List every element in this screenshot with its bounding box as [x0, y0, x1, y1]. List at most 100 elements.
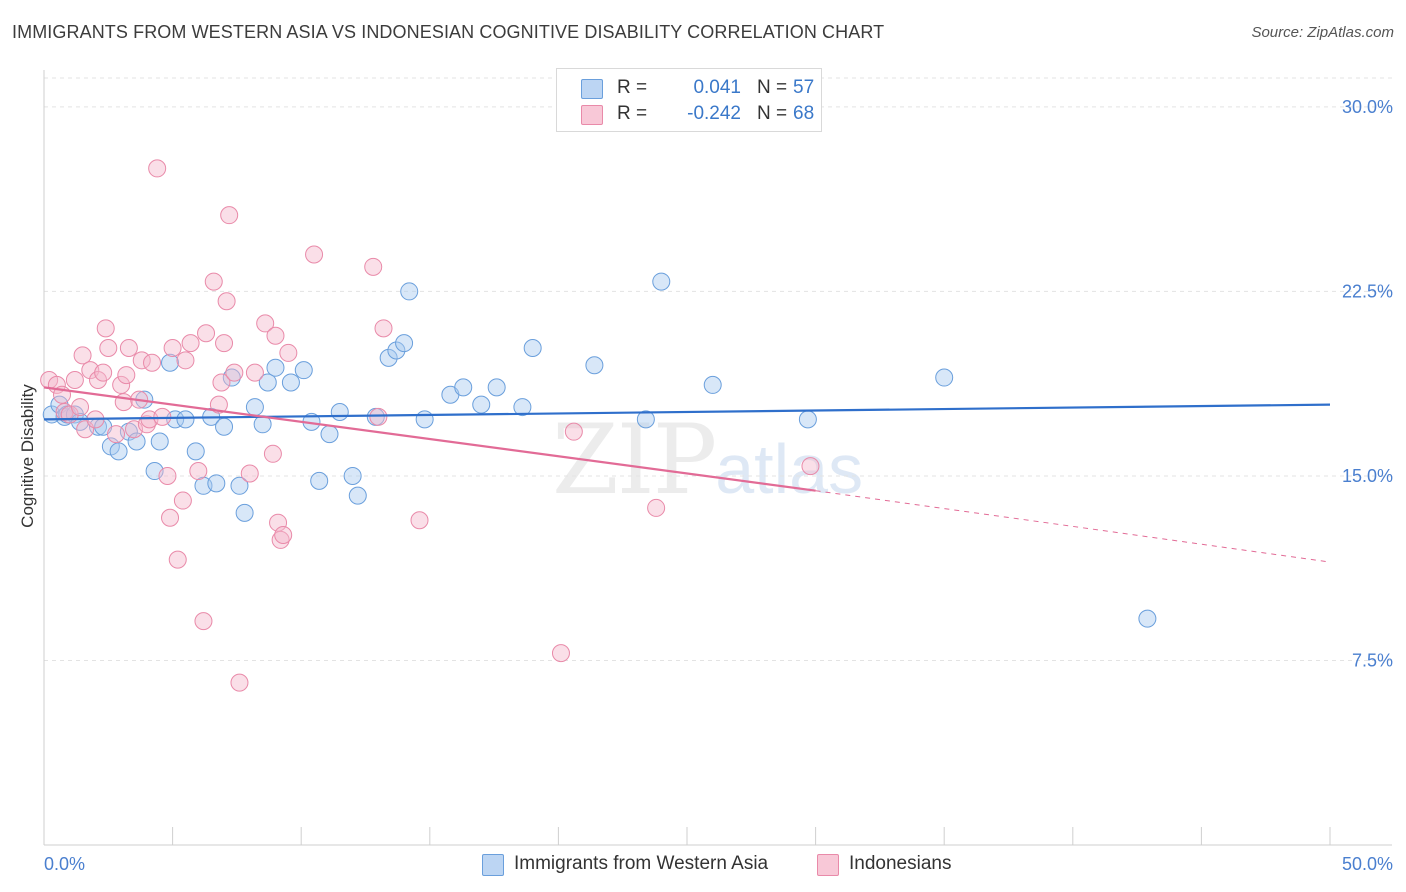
y-tick-label: 30.0% — [1342, 97, 1393, 117]
point-western-asia — [245, 398, 264, 417]
legend-r-value: -0.242 — [687, 103, 741, 124]
y-tick-label: 7.5% — [1352, 650, 1393, 670]
point-indonesians — [132, 351, 151, 370]
trend-line-western-asia — [43, 403, 1331, 421]
point-western-asia — [222, 368, 241, 387]
point-western-asia — [395, 334, 414, 353]
point-western-asia — [150, 432, 169, 451]
point-indonesians — [220, 206, 239, 225]
point-western-asia — [310, 471, 329, 490]
point-indonesians — [266, 326, 285, 345]
point-western-asia — [348, 486, 367, 505]
y-tick-label: 22.5% — [1342, 281, 1393, 301]
point-indonesians — [176, 351, 195, 370]
legend-n-label: N = — [757, 77, 788, 98]
y-tick-label: 15.0% — [1342, 466, 1393, 486]
point-western-asia — [387, 341, 406, 360]
trend-line-indonesians — [43, 386, 816, 492]
point-western-asia — [454, 378, 473, 397]
point-indonesians — [305, 245, 324, 264]
point-western-asia — [343, 466, 362, 485]
x-tick-label: 50.0% — [1342, 854, 1393, 874]
point-western-asia — [523, 339, 542, 358]
point-indonesians — [73, 346, 92, 365]
point-western-asia — [487, 378, 506, 397]
point-western-asia — [652, 272, 671, 291]
point-indonesians — [112, 375, 131, 394]
point-western-asia — [230, 476, 249, 495]
point-indonesians — [204, 272, 223, 291]
point-indonesians — [168, 550, 187, 569]
point-indonesians — [212, 373, 231, 392]
point-indonesians — [137, 415, 156, 434]
point-indonesians — [240, 464, 259, 483]
point-indonesians — [65, 371, 84, 389]
point-indonesians — [117, 366, 136, 385]
point-western-asia — [258, 373, 277, 392]
point-western-asia — [109, 442, 128, 461]
point-western-asia — [400, 282, 419, 301]
point-western-asia — [320, 425, 339, 444]
point-indonesians — [181, 334, 200, 353]
legend-item-label: Immigrants from Western Asia — [514, 853, 769, 874]
point-western-asia — [161, 353, 180, 372]
point-indonesians — [279, 343, 298, 362]
point-western-asia — [935, 368, 954, 387]
legend-n-label: N = — [757, 103, 788, 124]
legend-swatch-blue — [482, 854, 504, 876]
point-indonesians — [119, 339, 138, 358]
point-indonesians — [245, 363, 264, 382]
legend-swatch-pink — [817, 854, 839, 876]
point-indonesians — [148, 159, 167, 178]
point-indonesians — [564, 422, 583, 441]
legend-n-value: 57 — [793, 77, 815, 98]
point-indonesians — [801, 457, 820, 476]
stats-legend: R = 0.041 N = 57 R = -0.242 N = 68 — [556, 68, 822, 132]
point-indonesians — [163, 339, 182, 358]
source-label: Source: ZipAtlas.com — [1251, 24, 1394, 41]
point-indonesians — [158, 466, 177, 485]
point-western-asia — [266, 358, 285, 377]
point-western-asia — [513, 398, 532, 417]
point-western-asia — [207, 474, 226, 493]
trend-line-indonesians-extrapolated — [815, 490, 1331, 563]
legend-r-value: 0.041 — [693, 77, 741, 98]
point-western-asia — [235, 503, 254, 522]
legend-r-label: R = — [617, 103, 648, 124]
point-indonesians — [217, 292, 236, 311]
point-indonesians — [230, 673, 249, 692]
point-indonesians — [551, 644, 570, 663]
point-western-asia — [415, 410, 434, 429]
point-western-asia — [798, 410, 817, 429]
point-western-asia — [472, 395, 491, 414]
point-indonesians — [107, 425, 126, 444]
point-indonesians — [256, 314, 275, 333]
point-indonesians — [173, 491, 192, 510]
series-legend: Immigrants from Western Asia Indonesians — [0, 852, 1406, 878]
point-indonesians — [215, 334, 234, 353]
point-western-asia — [379, 348, 398, 367]
point-indonesians — [225, 363, 244, 382]
point-indonesians — [209, 395, 228, 414]
point-western-asia — [636, 410, 655, 429]
point-indonesians — [647, 498, 666, 517]
legend-swatch-blue — [581, 79, 603, 99]
point-indonesians — [194, 612, 213, 631]
legend-swatch-pink — [581, 105, 603, 125]
legend-item-label: Indonesians — [849, 853, 952, 874]
legend-r-label: R = — [617, 77, 648, 98]
point-western-asia — [281, 373, 300, 392]
point-indonesians — [94, 363, 113, 382]
watermark-atlas: atlas — [715, 430, 864, 508]
point-indonesians — [271, 530, 290, 549]
point-western-asia — [176, 410, 195, 429]
y-axis-label: Cognitive Disability — [18, 384, 37, 528]
chart-title: IMMIGRANTS FROM WESTERN ASIA VS INDONESI… — [12, 22, 885, 42]
point-western-asia — [215, 417, 234, 436]
point-indonesians — [274, 526, 293, 544]
point-indonesians — [197, 324, 216, 343]
point-indonesians — [161, 508, 180, 527]
point-western-asia — [294, 361, 313, 380]
point-western-asia — [330, 402, 349, 421]
